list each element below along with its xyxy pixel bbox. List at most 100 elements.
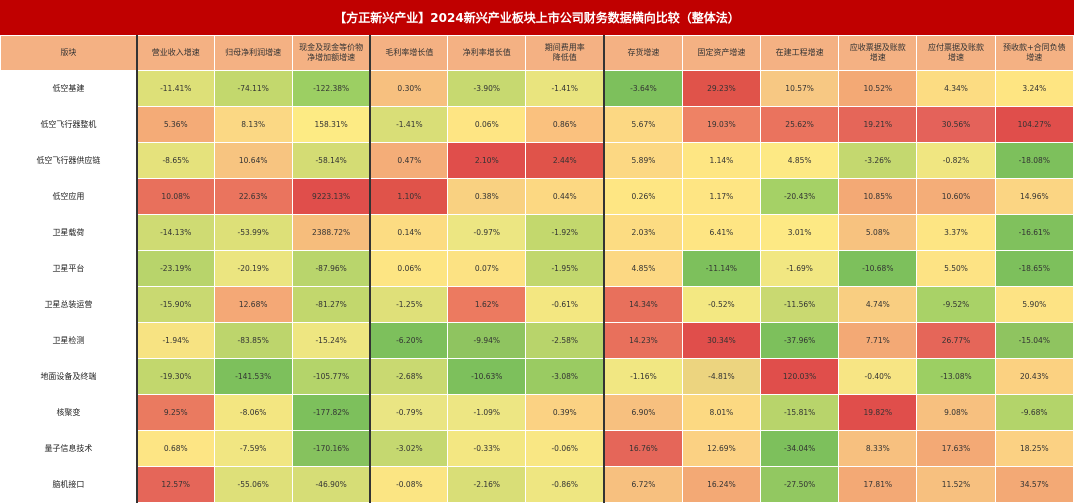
value-cell: 30.56% [916,106,996,143]
value-cell: -3.26% [838,142,918,179]
value-cell: -3.08% [525,358,606,395]
value-cell: -46.90% [291,466,372,503]
table-row: 卫星总装运营 -15.90% 12.68% -81.27% -1.25% 1.62% -0.… [0,286,1074,323]
value-cell: -10.68% [838,250,918,287]
header-line: 降低值 [552,53,577,62]
value-cell: -0.61% [525,286,606,323]
value-cell: 5.67% [603,106,683,143]
value-cell: 2.10% [447,142,527,179]
value-cell: -11.56% [759,286,840,323]
value-cell: -0.79% [369,394,449,431]
value-cell: -13.08% [916,358,996,395]
row-label: 低空应用 [0,178,138,215]
value-cell: 30.34% [681,322,762,359]
value-cell: -3.90% [447,70,527,107]
value-cell: 0.39% [525,394,606,431]
value-cell: -23.19% [136,250,215,287]
table-row: 低空应用 10.08% 22.63% 9223.13% 1.10% 0.38% 0.44% 0… [0,178,1074,215]
row-label: 量子信息技术 [0,430,138,467]
value-cell: -15.90% [136,286,215,323]
value-cell: 10.60% [916,178,996,215]
value-cell: -83.85% [213,322,293,359]
header-line: 期间费用率 [544,43,585,52]
value-cell: 20.43% [994,358,1074,395]
row-label: 卫星平台 [0,250,138,287]
value-cell: 2.03% [603,214,683,251]
value-cell: 25.62% [759,106,840,143]
value-cell: 10.52% [838,70,918,107]
value-cell: -0.40% [838,358,918,395]
column-header: 现金及现金等价物 净增加额增速 [291,35,372,71]
value-cell: 19.03% [681,106,762,143]
value-cell: -16.61% [994,214,1074,251]
row-label: 地面设备及终端 [0,358,138,395]
column-header-sector: 版块 [0,35,138,71]
value-cell: 11.52% [916,466,996,503]
column-header: 毛利率增长值 [369,35,449,71]
value-cell: 29.23% [681,70,762,107]
row-label: 低空飞行器整机 [0,106,138,143]
value-cell: -74.11% [213,70,293,107]
value-cell: 16.24% [681,466,762,503]
value-cell: 3.37% [916,214,996,251]
value-cell: 0.26% [603,178,683,215]
value-cell: 104.27% [994,106,1074,143]
value-cell: 2.44% [525,142,606,179]
value-cell: 4.85% [603,250,683,287]
row-label: 低空基建 [0,70,138,107]
value-cell: -14.13% [136,214,215,251]
value-cell: 14.34% [603,286,683,323]
row-label: 核聚变 [0,394,138,431]
row-label: 低空飞行器供应链 [0,142,138,179]
table-row: 低空飞行器供应链 -8.65% 10.64% -58.14% 0.47% 2.10% 2.4… [0,142,1074,179]
value-cell: -9.68% [994,394,1074,431]
value-cell: 4.85% [759,142,840,179]
value-cell: -20.19% [213,250,293,287]
report-title: 【方正新兴产业】2024新兴产业板块上市公司财务数据横向比较（整体法） [0,0,1074,35]
value-cell: -1.16% [603,358,683,395]
value-cell: -15.24% [291,322,372,359]
value-cell: 12.68% [213,286,293,323]
value-cell: -0.33% [447,430,527,467]
value-cell: -15.81% [759,394,840,431]
value-cell: -7.59% [213,430,293,467]
value-cell: -1.41% [369,106,449,143]
value-cell: 14.23% [603,322,683,359]
value-cell: -0.08% [369,466,449,503]
value-cell: -4.81% [681,358,762,395]
value-cell: -53.99% [213,214,293,251]
header-line: 应收票据及账款 [849,43,906,52]
value-cell: -170.16% [291,430,372,467]
value-cell: -58.14% [291,142,372,179]
column-header: 应收票据及账款 增速 [838,35,918,71]
value-cell: -20.43% [759,178,840,215]
value-cell: 12.57% [136,466,215,503]
value-cell: 34.57% [994,466,1074,503]
value-cell: -0.06% [525,430,606,467]
row-label: 脑机接口 [0,466,138,503]
header-line: 净增加额增速 [307,53,356,62]
value-cell: -1.25% [369,286,449,323]
value-cell: -9.94% [447,322,527,359]
value-cell: 0.14% [369,214,449,251]
value-cell: 8.01% [681,394,762,431]
value-cell: -11.41% [136,70,215,107]
value-cell: 0.44% [525,178,606,215]
value-cell: 0.06% [447,106,527,143]
value-cell: 19.82% [838,394,918,431]
value-cell: -37.96% [759,322,840,359]
row-label: 卫星载荷 [0,214,138,251]
value-cell: -10.63% [447,358,527,395]
row-label: 卫星总装运营 [0,286,138,323]
value-cell: 9223.13% [291,178,372,215]
table-row: 地面设备及终端 -19.30% -141.53% -105.77% -2.68% -10.… [0,358,1074,395]
value-cell: -122.38% [291,70,372,107]
value-cell: -1.92% [525,214,606,251]
value-cell: -1.41% [525,70,606,107]
value-cell: -87.96% [291,250,372,287]
value-cell: -11.14% [681,250,762,287]
value-cell: 8.33% [838,430,918,467]
value-cell: 5.89% [603,142,683,179]
value-cell: -0.86% [525,466,606,503]
value-cell: 10.64% [213,142,293,179]
